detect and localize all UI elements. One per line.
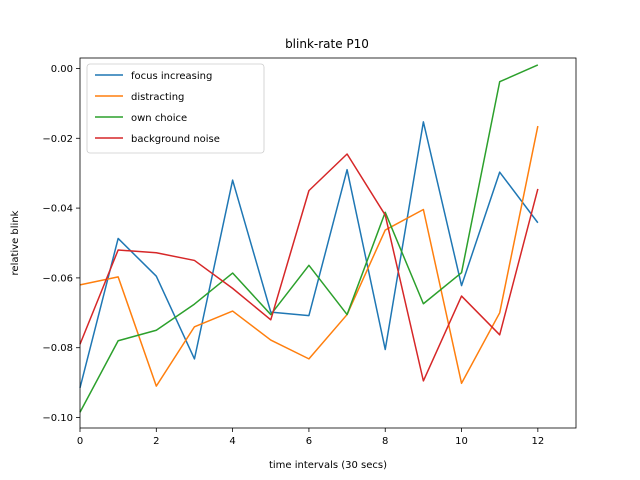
y-tick-label: −0.10 [42, 413, 73, 424]
y-axis-label: relative blink [10, 210, 21, 275]
y-tick-label: −0.04 [42, 204, 73, 215]
legend-label: distracting [131, 92, 184, 103]
series-line-background-noise [79, 153, 539, 382]
x-tick-label: 10 [455, 436, 468, 447]
legend: focus increasing distracting own choice bac… [86, 63, 265, 154]
x-tick-label: 0 [77, 436, 83, 447]
legend-label: background noise [131, 134, 220, 145]
x-tick-label: 2 [153, 436, 159, 447]
x-tick-label: 6 [306, 436, 312, 447]
legend-label: own choice [131, 113, 187, 124]
y-tick-label: 0.00 [51, 64, 73, 75]
x-tick-label: 12 [531, 436, 544, 447]
series-line-focus-increasing [79, 121, 539, 389]
y-axis: 0.00 −0.02 −0.04 −0.06 −0.08 −0.10 [42, 64, 80, 424]
series-layer [79, 64, 539, 413]
x-tick-label: 8 [382, 436, 388, 447]
chart-title: blink-rate P10 [285, 37, 369, 51]
x-axis: 0 2 4 6 8 10 12 [77, 428, 544, 447]
y-tick-label: −0.06 [42, 273, 73, 284]
y-tick-label: −0.02 [42, 134, 73, 145]
plot-frame [79, 57, 577, 429]
series-line-own-choice [79, 64, 539, 413]
x-tick-label: 4 [229, 436, 235, 447]
y-tick-label: −0.08 [42, 343, 73, 354]
legend-box [86, 63, 265, 154]
x-axis-label: time intervals (30 secs) [269, 460, 387, 471]
series-line-distracting [79, 125, 539, 387]
legend-label: focus increasing [131, 71, 212, 82]
